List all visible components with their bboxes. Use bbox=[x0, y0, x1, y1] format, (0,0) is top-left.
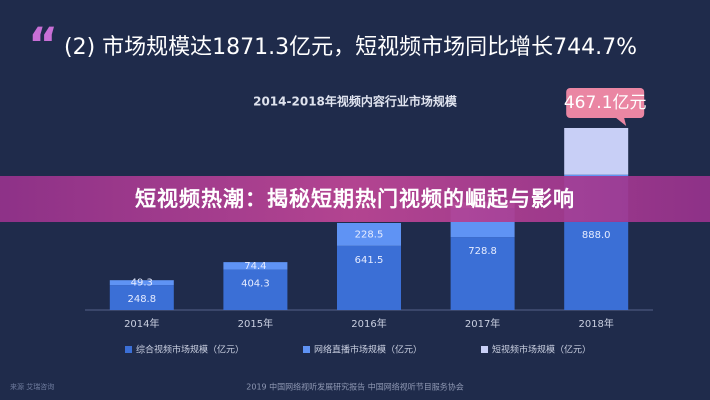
value-label: 467.1亿元 bbox=[564, 93, 647, 113]
bar-segment bbox=[223, 269, 288, 310]
value-label: 728.8 bbox=[468, 246, 497, 257]
logo: 来源 艾瑞咨询 bbox=[10, 382, 54, 391]
bar-segment bbox=[223, 262, 288, 270]
chart-title: 2014-2018年视频内容行业市场规模 bbox=[253, 94, 458, 109]
x-tick-label: 2016年 bbox=[351, 317, 386, 330]
x-tick-label: 2018年 bbox=[578, 317, 613, 330]
bar-segment bbox=[564, 221, 629, 310]
value-label: 49.3 bbox=[131, 278, 153, 289]
value-label: 641.5 bbox=[355, 255, 384, 266]
x-tick-label: 2014年 bbox=[124, 317, 159, 330]
value-label: 248.8 bbox=[127, 294, 156, 305]
callout-tail bbox=[616, 117, 627, 126]
bar-segment bbox=[109, 285, 174, 310]
value-label: 74.4 bbox=[244, 261, 266, 272]
value-label: 228.5 bbox=[355, 229, 384, 240]
x-tick-label: 2017年 bbox=[465, 317, 500, 330]
bar-segment bbox=[109, 280, 174, 286]
bar-segment bbox=[450, 237, 515, 310]
header-title: (2) 市场规模达1871.3亿元，短视频市场同比增长744.7% bbox=[64, 35, 637, 60]
legend-swatch bbox=[481, 346, 488, 353]
x-tick-label: 2015年 bbox=[238, 317, 273, 330]
legend-label: 网络直播市场规模（亿元） bbox=[314, 344, 422, 356]
legend-swatch bbox=[303, 346, 310, 353]
source: 2019 中国网络视听发展研究报告 中国网络视听节目服务协会 bbox=[246, 382, 463, 392]
value-label: 888.0 bbox=[582, 230, 611, 241]
legend-swatch bbox=[125, 346, 132, 353]
banner: 短视频热潮：揭秘短期热门视频的崛起与影响 bbox=[0, 176, 710, 222]
bar-segment bbox=[337, 245, 401, 310]
legend-label: 综合视频市场规模（亿元） bbox=[136, 344, 244, 356]
bar-segment bbox=[337, 223, 401, 246]
callout-box bbox=[566, 87, 645, 118]
value-label: 404.3 bbox=[241, 279, 270, 290]
legend-label: 短视频市场规模（亿元） bbox=[492, 344, 591, 356]
bar-segment bbox=[564, 127, 629, 175]
quote-icon: “ bbox=[28, 18, 58, 72]
